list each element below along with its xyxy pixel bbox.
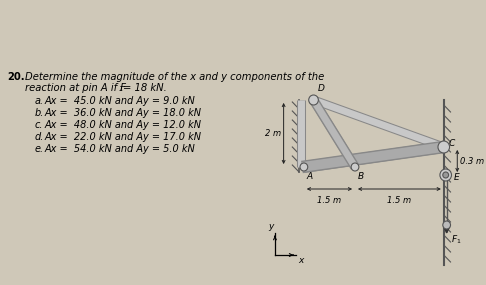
Circle shape [300, 163, 308, 171]
Text: 1: 1 [456, 239, 460, 244]
Circle shape [443, 221, 451, 229]
Text: A: A [307, 172, 313, 181]
Text: c.: c. [35, 120, 43, 130]
Text: x: x [298, 256, 303, 265]
Text: d.: d. [35, 132, 44, 142]
Text: 0.3 m: 0.3 m [460, 156, 484, 166]
Text: b.: b. [35, 108, 44, 118]
Text: Ax =  54.0 kN and Ay = 5.0 kN: Ax = 54.0 kN and Ay = 5.0 kN [44, 144, 195, 154]
Text: 20.: 20. [8, 72, 25, 82]
Circle shape [438, 141, 450, 153]
Text: 1.5 m: 1.5 m [317, 196, 342, 205]
Text: a.: a. [35, 96, 44, 106]
Text: Ax =  22.0 kN and Ay = 17.0 kN: Ax = 22.0 kN and Ay = 17.0 kN [44, 132, 201, 142]
Circle shape [440, 169, 451, 181]
Circle shape [351, 163, 359, 171]
Text: C: C [449, 139, 455, 148]
Text: F: F [451, 235, 457, 244]
Text: 1.5 m: 1.5 m [387, 196, 412, 205]
Text: D: D [317, 84, 324, 93]
Text: = 18 kN.: = 18 kN. [122, 83, 166, 93]
Circle shape [443, 172, 449, 178]
Text: E: E [453, 172, 459, 182]
Text: 2 m: 2 m [264, 129, 281, 138]
Text: y: y [268, 222, 274, 231]
Text: reaction at pin A if F: reaction at pin A if F [25, 83, 126, 93]
Text: Ax =  36.0 kN and Ay = 18.0 kN: Ax = 36.0 kN and Ay = 18.0 kN [44, 108, 201, 118]
Text: Ax =  48.0 kN and Ay = 12.0 kN: Ax = 48.0 kN and Ay = 12.0 kN [44, 120, 201, 130]
Text: Ax =  45.0 kN and Ay = 9.0 kN: Ax = 45.0 kN and Ay = 9.0 kN [44, 96, 195, 106]
Text: B: B [358, 172, 364, 181]
Text: Determine the magnitude of the x and y components of the: Determine the magnitude of the x and y c… [25, 72, 324, 82]
Circle shape [309, 95, 318, 105]
Text: e.: e. [35, 144, 44, 154]
Text: 1: 1 [119, 86, 123, 92]
